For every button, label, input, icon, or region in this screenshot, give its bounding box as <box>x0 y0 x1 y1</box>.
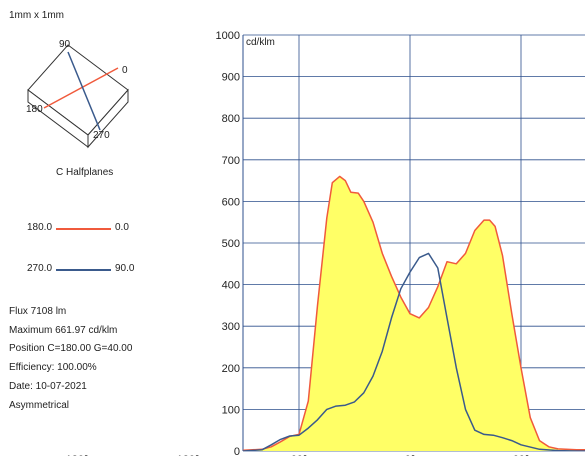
legend-blue-from: 270.0 <box>27 263 53 274</box>
legend-blue-line <box>56 269 111 271</box>
x-axis-ticks: 180°120°60°0°60°120°180° <box>66 454 530 456</box>
legend-red-line <box>56 228 111 230</box>
chart-plot-area <box>243 175 585 451</box>
x-tick-1: 120° <box>177 454 200 456</box>
c0-c180-plane-line <box>43 67 119 109</box>
date-text: Date: 10-07-2021 <box>9 380 87 392</box>
box-left-face <box>27 89 89 148</box>
x-tick-4: 60° <box>513 454 530 456</box>
legend-blue-to: 90.0 <box>115 263 135 274</box>
y-tick-1000: 1000 <box>216 30 240 42</box>
legend-red-from: 180.0 <box>27 222 53 233</box>
x-tick-3: 0° <box>405 454 416 456</box>
y-tick-100: 100 <box>222 404 240 416</box>
photometry-info: Flux 7108 lm Maximum 661.97 cd/klm Posit… <box>9 303 132 415</box>
y-tick-600: 600 <box>222 196 240 208</box>
series-line-1 <box>243 252 585 451</box>
series-fill-0 <box>243 176 585 451</box>
y-tick-200: 200 <box>222 363 240 375</box>
maximum-text: Maximum 661.97 cd/klm <box>9 324 118 336</box>
legend-red-to: 0.0 <box>115 222 129 233</box>
flux-text: Flux 7108 lm <box>9 306 67 317</box>
y-tick-400: 400 <box>222 280 240 292</box>
size-label: 1mm x 1mm <box>9 10 64 21</box>
y-tick-300: 300 <box>222 321 240 333</box>
y-tick-0: 0 <box>234 446 240 456</box>
y-tick-700: 700 <box>222 155 240 167</box>
halfplanes-caption: C Halfplanes <box>56 167 114 178</box>
label-270: 270 <box>93 130 110 141</box>
x-tick-0: 180° <box>66 454 89 456</box>
c90-c270-plane-line <box>67 51 101 131</box>
symmetry-text: Asymmetrical <box>9 399 70 411</box>
efficiency-text: Efficiency: 100.00% <box>9 362 97 374</box>
label-180: 180 <box>26 104 43 115</box>
y-tick-500: 500 <box>222 238 240 250</box>
x-tick-2: 60° <box>291 454 308 456</box>
label-90: 90 <box>59 39 71 50</box>
c-halfplanes-diagram: 90 0 180 270 <box>26 39 129 149</box>
y-tick-900: 900 <box>222 72 240 84</box>
y-axis-ticks: 0 100 200 300 400 500 600 700 800 900 1000 <box>216 30 240 456</box>
y-tick-800: 800 <box>222 113 240 125</box>
label-0: 0 <box>122 65 128 76</box>
position-text: Position C=180.00 G=40.00 <box>9 343 133 355</box>
unit-label: cd/klm <box>246 37 275 48</box>
